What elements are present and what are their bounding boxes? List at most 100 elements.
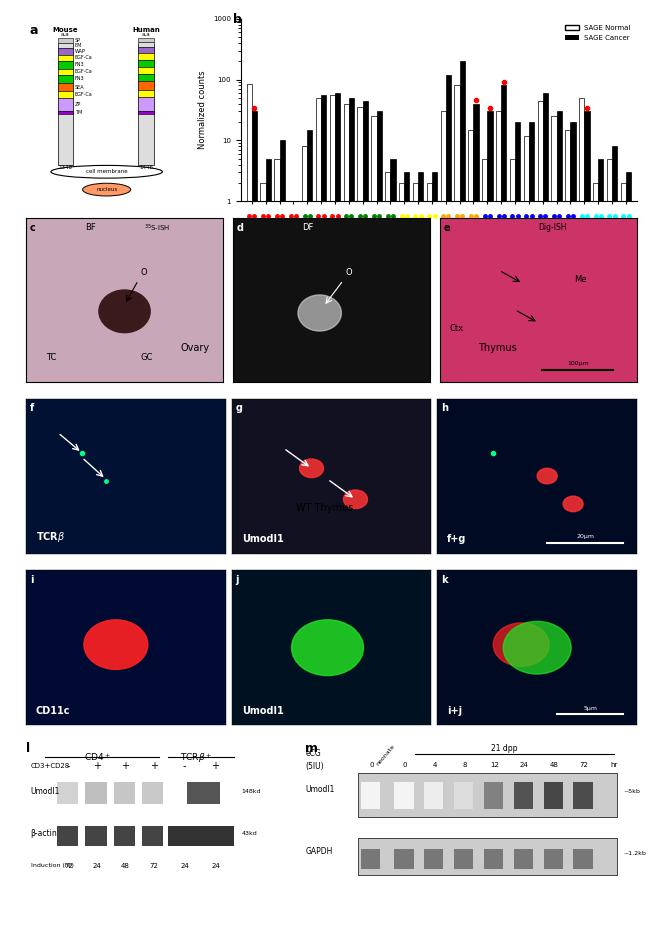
Text: f+g: f+g <box>447 534 467 544</box>
Bar <box>288 201 293 943</box>
Circle shape <box>503 621 571 674</box>
Bar <box>359 773 617 817</box>
Bar <box>404 173 410 943</box>
Bar <box>138 96 154 110</box>
Bar <box>399 183 404 943</box>
Bar <box>496 111 501 943</box>
Text: 24: 24 <box>520 762 528 768</box>
Circle shape <box>300 459 324 477</box>
Bar <box>58 91 73 98</box>
Bar <box>142 782 163 803</box>
Bar <box>58 55 73 61</box>
Bar <box>460 61 465 943</box>
Text: m: m <box>306 742 318 755</box>
Text: d: d <box>237 223 244 233</box>
Text: 12: 12 <box>490 762 499 768</box>
Bar <box>266 158 271 943</box>
Bar <box>138 91 154 96</box>
Bar <box>85 826 107 846</box>
Bar <box>138 38 154 42</box>
Text: 8: 8 <box>462 762 467 768</box>
Bar <box>58 61 73 69</box>
Bar <box>514 782 533 809</box>
Bar <box>538 101 543 943</box>
Text: a: a <box>30 25 38 38</box>
Bar <box>543 93 548 943</box>
Bar <box>307 129 313 943</box>
Text: Human: Human <box>132 26 160 33</box>
Text: g: g <box>236 404 242 413</box>
Circle shape <box>292 620 363 675</box>
Circle shape <box>99 290 150 333</box>
Bar <box>395 850 413 869</box>
Text: Ctx: Ctx <box>450 324 464 334</box>
Text: Ovary: Ovary <box>181 342 209 353</box>
Text: ~5kb: ~5kb <box>624 788 641 794</box>
Bar <box>484 782 503 809</box>
Text: 4: 4 <box>432 762 437 768</box>
Bar <box>330 95 335 943</box>
Bar <box>114 826 135 846</box>
Bar <box>473 104 479 943</box>
Text: TCR$\beta^+$: TCR$\beta^+$ <box>180 751 213 765</box>
Bar <box>424 850 443 869</box>
Text: eCG: eCG <box>306 749 321 758</box>
Text: hr: hr <box>610 762 617 768</box>
Bar <box>58 98 73 110</box>
Text: 72: 72 <box>64 863 73 869</box>
Bar <box>612 146 618 943</box>
Bar <box>359 838 617 875</box>
Text: EM: EM <box>75 43 82 48</box>
Bar <box>556 111 562 943</box>
Text: Dig-ISH: Dig-ISH <box>538 223 567 232</box>
Text: GAPDH: GAPDH <box>306 847 333 855</box>
Bar <box>349 98 354 943</box>
Text: Umodl1: Umodl1 <box>31 786 60 796</box>
Text: 148kd: 148kd <box>242 788 261 794</box>
Bar <box>138 53 154 59</box>
Bar <box>363 101 368 943</box>
Bar <box>621 183 626 943</box>
Text: Mouse: Mouse <box>53 26 78 33</box>
Circle shape <box>537 469 557 484</box>
Text: b: b <box>233 13 242 26</box>
Text: EGF-Ca: EGF-Ca <box>75 69 92 74</box>
Y-axis label: Normalized counts: Normalized counts <box>198 71 207 149</box>
Bar <box>524 136 529 943</box>
Ellipse shape <box>51 165 162 178</box>
Bar <box>371 116 376 943</box>
Legend: SAGE Normal, SAGE Cancer: SAGE Normal, SAGE Cancer <box>562 23 634 43</box>
Bar <box>598 158 603 943</box>
Text: 5μm: 5μm <box>583 705 597 711</box>
Text: EGF-Ca: EGF-Ca <box>75 92 92 97</box>
Bar <box>168 826 235 846</box>
Text: SEA: SEA <box>75 85 84 90</box>
Text: -: - <box>67 761 70 770</box>
Text: -: - <box>183 761 187 770</box>
Bar <box>252 111 257 943</box>
Text: 100μm: 100μm <box>567 361 589 367</box>
Text: O: O <box>140 268 147 277</box>
Bar <box>138 47 154 53</box>
Text: 72: 72 <box>580 762 588 768</box>
Text: 1348: 1348 <box>58 165 72 171</box>
Bar <box>293 201 298 943</box>
Text: 21 dpp: 21 dpp <box>491 744 517 753</box>
Bar <box>529 122 534 943</box>
Bar <box>426 183 432 943</box>
Bar <box>138 74 154 81</box>
Text: 48: 48 <box>550 762 558 768</box>
Bar <box>58 38 73 43</box>
Text: Me: Me <box>574 275 586 284</box>
Text: +: + <box>211 761 220 770</box>
Text: e: e <box>444 223 450 233</box>
Bar <box>510 158 515 943</box>
Text: ~1.2kb: ~1.2kb <box>624 851 647 855</box>
Text: Umodl1: Umodl1 <box>306 785 335 794</box>
Text: FN3: FN3 <box>75 76 84 81</box>
Text: 43kd: 43kd <box>242 831 257 835</box>
Bar <box>246 84 252 943</box>
Bar <box>361 782 380 809</box>
Text: β-actin: β-actin <box>31 829 57 837</box>
Text: SP: SP <box>75 38 81 43</box>
